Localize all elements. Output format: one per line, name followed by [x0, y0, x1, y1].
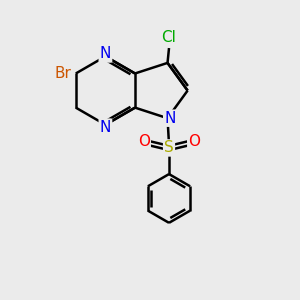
Text: Cl: Cl — [162, 29, 176, 44]
Text: N: N — [100, 46, 111, 62]
Text: O: O — [188, 134, 200, 149]
Text: N: N — [164, 111, 176, 126]
Text: O: O — [138, 134, 150, 149]
Text: Br: Br — [54, 66, 71, 81]
Text: S: S — [164, 140, 174, 155]
Text: N: N — [100, 120, 111, 135]
